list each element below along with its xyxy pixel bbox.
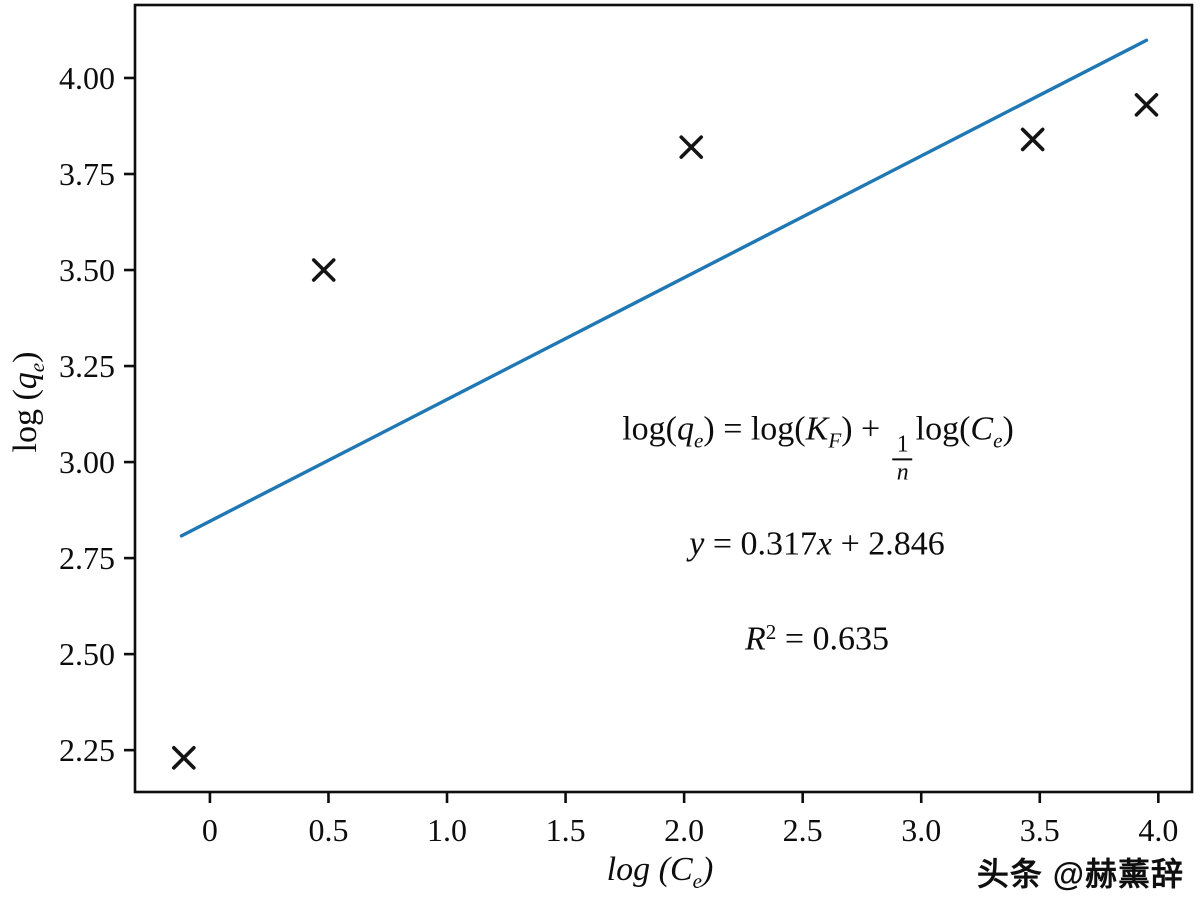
y-tick-label: 3.50 xyxy=(59,252,115,288)
regression-line xyxy=(179,38,1149,538)
y-tick-label: 2.25 xyxy=(59,732,115,768)
y-tick-label: 2.50 xyxy=(59,636,115,672)
y-tick-label: 3.75 xyxy=(59,156,115,192)
fit-line xyxy=(179,38,1149,538)
data-points xyxy=(172,93,1159,770)
equation-text: = 0.635 xyxy=(776,620,890,658)
x-axis-title: log (Ce) xyxy=(606,851,714,892)
subscript-e: e xyxy=(694,428,704,453)
x-axis-ticks: 0 0.5 1.0 1.5 2.0 2.5 3.0 3.5 4.0 xyxy=(202,792,1178,848)
x-tick-label: 3.5 xyxy=(1020,812,1060,848)
y-tick-label: 4.00 xyxy=(59,60,115,96)
y-tick-label: 3.00 xyxy=(59,444,115,480)
x-tick-label: 0 xyxy=(202,812,218,848)
subscript-e: e xyxy=(993,428,1003,453)
data-point-marker xyxy=(679,135,704,159)
equation-text: = 0.317 xyxy=(704,525,817,563)
equation-text: log( xyxy=(622,410,678,448)
data-point-marker xyxy=(172,746,196,770)
x-tick-label: 1.0 xyxy=(427,812,467,848)
plot-border xyxy=(133,3,1194,794)
x-tick-label: 2.5 xyxy=(783,812,823,848)
subscript-f: F xyxy=(828,428,842,453)
x-axis-title-close: ) xyxy=(701,851,714,888)
freundlich-equation-annotation: log(qe) = log(KF) + 1 n log(Ce) xyxy=(622,410,1014,485)
variable-qe: q xyxy=(677,410,695,448)
data-point-marker xyxy=(311,258,336,282)
y-axis-title: log (qe) xyxy=(7,351,49,453)
y-axis-title-text: log ( xyxy=(7,389,44,453)
equation-text: ) = log( xyxy=(703,410,806,448)
y-tick-label: 3.25 xyxy=(59,348,115,384)
x-axis-title-subscript: e xyxy=(692,869,702,893)
variable-x: x xyxy=(817,525,833,563)
watermark-text: 头条 @赫薰辞 xyxy=(976,856,1184,892)
equation-text: + 2.846 xyxy=(832,525,945,563)
y-axis-title-variable: q xyxy=(7,372,44,390)
variable-ce: C xyxy=(970,410,994,448)
equation-text: log( xyxy=(915,410,971,448)
variable-y: y xyxy=(689,525,705,563)
data-point-marker xyxy=(1020,127,1045,152)
superscript-2: 2 xyxy=(765,619,777,644)
x-tick-label: 4.0 xyxy=(1138,812,1178,848)
x-tick-label: 3.0 xyxy=(901,812,941,848)
x-tick-label: 1.5 xyxy=(546,812,586,848)
fraction-numerator: 1 xyxy=(892,432,913,460)
y-tick-label: 2.75 xyxy=(59,540,115,576)
x-tick-label: 0.5 xyxy=(308,812,348,848)
variable-r: R xyxy=(744,620,766,658)
variable-kf: K xyxy=(805,410,829,448)
y-axis-title-subscript: e xyxy=(25,362,49,373)
y-axis-title-close: ) xyxy=(7,351,44,363)
x-tick-label: 2.0 xyxy=(664,812,704,848)
equation-text: ) + xyxy=(841,410,889,448)
data-point-marker xyxy=(1134,93,1159,117)
x-axis-title-text: log (C xyxy=(606,851,693,888)
y-axis-ticks: 4.00 3.75 3.50 3.25 3.00 2.75 2.50 2.25 xyxy=(59,60,135,768)
r-squared-annotation: R2 = 0.635 xyxy=(745,620,889,657)
fit-equation-annotation: y = 0.317x + 2.846 xyxy=(689,525,945,562)
equation-text: ) xyxy=(1002,410,1014,448)
plot-box-outline xyxy=(133,3,1194,794)
fraction-denominator: n xyxy=(896,458,909,485)
